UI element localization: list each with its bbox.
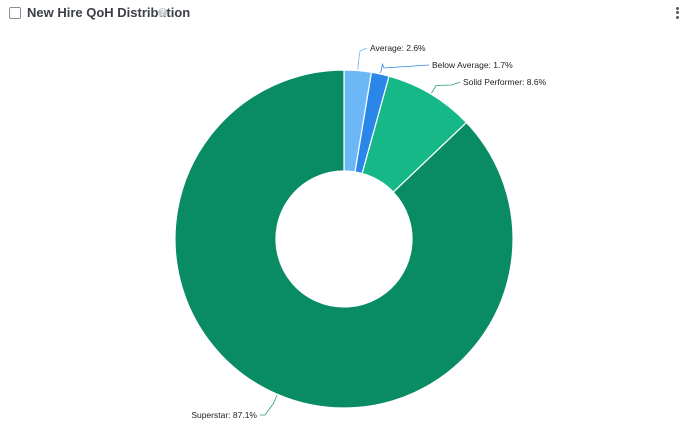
widget-title: New Hire QoH Distribution: [27, 5, 191, 20]
leader-line-below-average: [380, 62, 430, 74]
leader-line-superstar: [260, 395, 278, 416]
data-label-superstar: Superstar: 87.1%: [191, 410, 257, 420]
leader-line-average: [357, 47, 368, 70]
question-circle-icon[interactable]: ?: [158, 8, 167, 17]
data-label-below-average: Below Average: 1.7%: [432, 60, 513, 70]
widget-header: New Hire QoH Distribution ?: [0, 0, 688, 28]
leader-line-solid-performer: [431, 81, 461, 94]
kebab-menu-icon[interactable]: [671, 5, 683, 23]
data-label-solid-performer: Solid Performer: 8.6%: [463, 77, 547, 87]
select-checkbox[interactable]: [9, 7, 21, 19]
data-label-average: Average: 2.6%: [370, 43, 426, 53]
slice-superstar[interactable]: [174, 69, 514, 409]
